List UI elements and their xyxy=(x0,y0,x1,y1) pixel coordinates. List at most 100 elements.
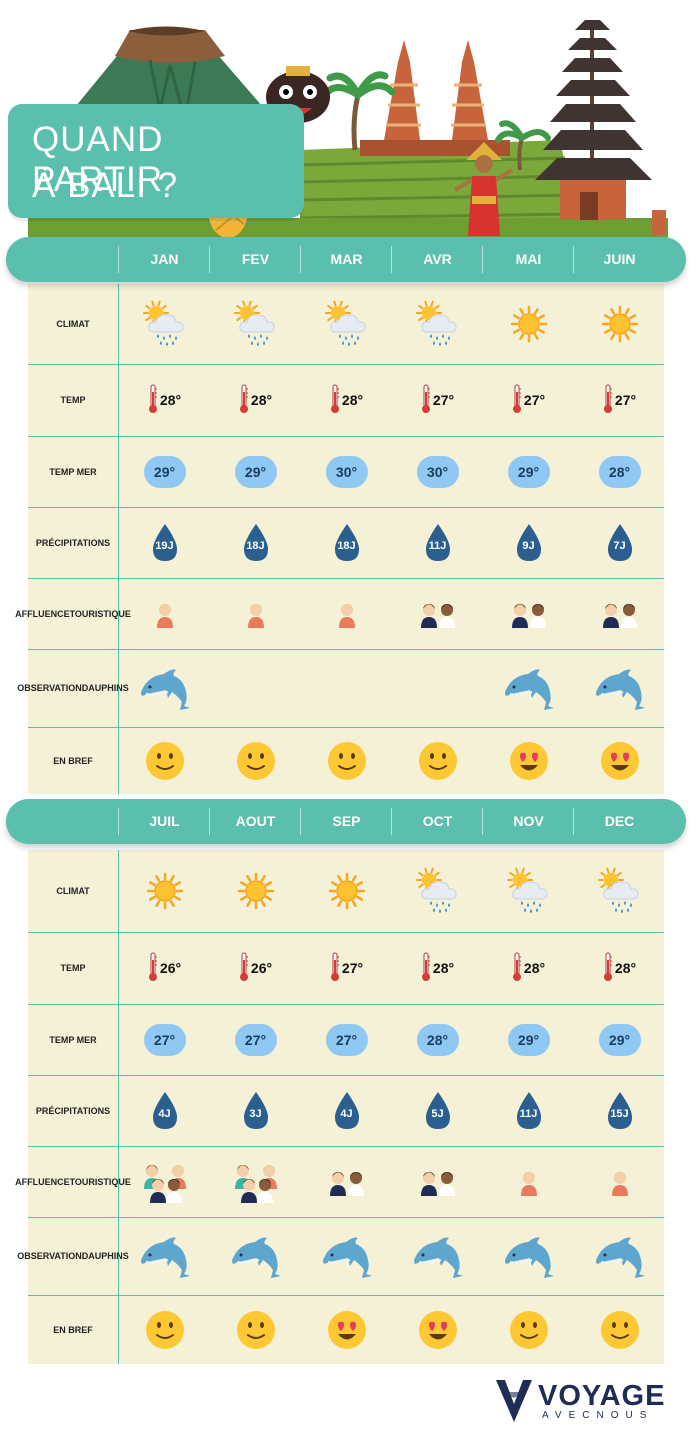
person-icon xyxy=(574,1146,665,1217)
rain-days-value: 11J xyxy=(519,1107,538,1120)
month-label: AVR xyxy=(423,251,452,267)
month-label: AOUT xyxy=(235,813,276,829)
temp-value: 26° xyxy=(250,960,273,976)
temp-cell: 28° xyxy=(574,932,665,1004)
dolphin-watching-row: OBSERVATION DAUPHINS xyxy=(17,649,664,728)
temple-gate-illustration xyxy=(360,40,510,156)
sea-temp-bubble: 29° xyxy=(507,1023,550,1056)
rain-days-value: 11J xyxy=(428,539,447,552)
temp-value: 27° xyxy=(432,392,455,408)
row-label-line: DAUPHINS xyxy=(81,1251,129,1261)
dolphin-icon xyxy=(301,1217,392,1295)
raindrop-icon: 5J xyxy=(423,1091,453,1131)
dolphin-watching-row: OBSERVATION DAUPHINS xyxy=(17,1217,664,1296)
temp-cell: 28° xyxy=(119,364,210,436)
heart-eyes-emoji-icon xyxy=(301,1295,392,1364)
temp-value: 27° xyxy=(341,960,364,976)
raindrop-icon: 11J xyxy=(514,1091,544,1131)
pagoda-illustration xyxy=(535,20,666,235)
row-label-line: TOURISTIQUE xyxy=(69,608,131,619)
rice-terraces-illustration xyxy=(28,140,668,238)
person-icon xyxy=(483,1146,574,1217)
smile-emoji-icon xyxy=(210,1295,301,1364)
row-label: EN BREF xyxy=(53,1324,93,1335)
thermometer-icon xyxy=(148,952,158,985)
precipitation-cell: 11J xyxy=(392,507,483,578)
rain-days-value: 9J xyxy=(522,539,535,552)
empty-cell xyxy=(210,649,301,727)
thermometer-icon xyxy=(148,384,158,417)
month-band: JAN FEV MAR AVR MAI JUIN xyxy=(6,237,686,282)
row-label-line: DAUPHINS xyxy=(81,683,129,693)
heart-eyes-emoji-icon xyxy=(574,727,665,794)
sea-temp-cell: 29° xyxy=(483,436,574,507)
row-label-line: AFFLUENCE xyxy=(15,608,70,619)
month-label: DEC xyxy=(604,813,635,829)
sea-temp-bubble: 28° xyxy=(598,455,641,488)
sun-icon xyxy=(574,284,665,364)
temp-cell: 27° xyxy=(301,932,392,1004)
person-icon xyxy=(119,578,210,649)
row-label-line: AFFLUENCE xyxy=(15,1176,70,1187)
temp-row: TEMP 26° 26° 27° 28° 28° 28° xyxy=(28,932,664,1005)
raindrop-icon: 11J xyxy=(423,523,453,563)
raindrop-icon: 9J xyxy=(514,523,544,563)
raindrop-icon: 18J xyxy=(332,523,362,563)
precipitation-cell: 15J xyxy=(574,1075,665,1146)
precipitation-cell: 4J xyxy=(301,1075,392,1146)
person-icon xyxy=(210,578,301,649)
raindrop-icon: 18J xyxy=(241,523,271,563)
precipitation-cell: 7J xyxy=(574,507,665,578)
thermometer-icon xyxy=(330,952,340,985)
rain-days-value: 7J xyxy=(613,539,626,552)
title-box: QUAND PARTIR À BALI ? xyxy=(8,104,304,218)
temp-cell: 28° xyxy=(392,932,483,1004)
sea-temp-cell: 29° xyxy=(483,1004,574,1075)
row-label: TEMP MER xyxy=(49,466,97,477)
thermometer-icon xyxy=(239,384,249,417)
temp-value: 27° xyxy=(523,392,546,408)
smile-emoji-icon xyxy=(210,727,301,794)
rain-days-value: 5J xyxy=(431,1107,444,1120)
row-label: TEMP xyxy=(60,395,86,405)
sea-temp-cell: 28° xyxy=(392,1004,483,1075)
month-label: FEV xyxy=(241,251,270,267)
couple-icon xyxy=(301,1146,392,1217)
sun-icon xyxy=(483,284,574,364)
sun-cloud-rain-icon xyxy=(392,284,483,364)
balinese-dancer-illustration xyxy=(453,142,514,236)
row-label-line: TOURISTIQUE xyxy=(69,1176,131,1187)
weather-table: CLIMAT TEMP 26° 26° 27° 28° 28° 28° TEMP … xyxy=(15,850,665,1364)
logo-mark-icon xyxy=(496,1380,532,1422)
month-label: SEP xyxy=(332,813,361,829)
precipitation-cell: 5J xyxy=(392,1075,483,1146)
sea-temp-bubble: 27° xyxy=(234,1023,277,1056)
thermometer-icon xyxy=(603,384,613,417)
temp-value: 28° xyxy=(250,392,273,408)
temp-cell: 27° xyxy=(483,364,574,436)
row-label-line: OBSERVATION xyxy=(17,1251,82,1261)
smile-emoji-icon xyxy=(483,1295,574,1364)
crowd-icon xyxy=(210,1146,301,1217)
row-label: AFFLUENCE TOURISTIQUE xyxy=(15,1146,131,1217)
smile-emoji-icon xyxy=(119,727,210,794)
temp-cell: 26° xyxy=(119,932,210,1004)
header-illustration: QUAND PARTIR À BALI ? xyxy=(0,0,700,240)
precipitation-cell: 19J xyxy=(119,507,210,578)
tourist-affluence-row: AFFLUENCE TOURISTIQUE xyxy=(15,1146,665,1218)
raindrop-icon: 19J xyxy=(150,523,180,563)
temp-value: 27° xyxy=(614,392,637,408)
temp-value: 28° xyxy=(159,392,182,408)
rain-days-value: 4J xyxy=(158,1107,171,1120)
month-label: JUIN xyxy=(603,251,636,267)
sea-temp-bubble: 29° xyxy=(507,455,550,488)
precipitation-cell: 4J xyxy=(119,1075,210,1146)
temp-value: 28° xyxy=(341,392,364,408)
month-band: JUIL AOUT SEP OCT NOV DEC xyxy=(6,799,686,844)
sun-cloud-rain-icon xyxy=(119,284,210,364)
temp-cell: 26° xyxy=(210,932,301,1004)
sea-temp-cell: 30° xyxy=(301,436,392,507)
heart-eyes-emoji-icon xyxy=(392,1295,483,1364)
thermometer-icon xyxy=(512,952,522,985)
precipitation-cell: 3J xyxy=(210,1075,301,1146)
